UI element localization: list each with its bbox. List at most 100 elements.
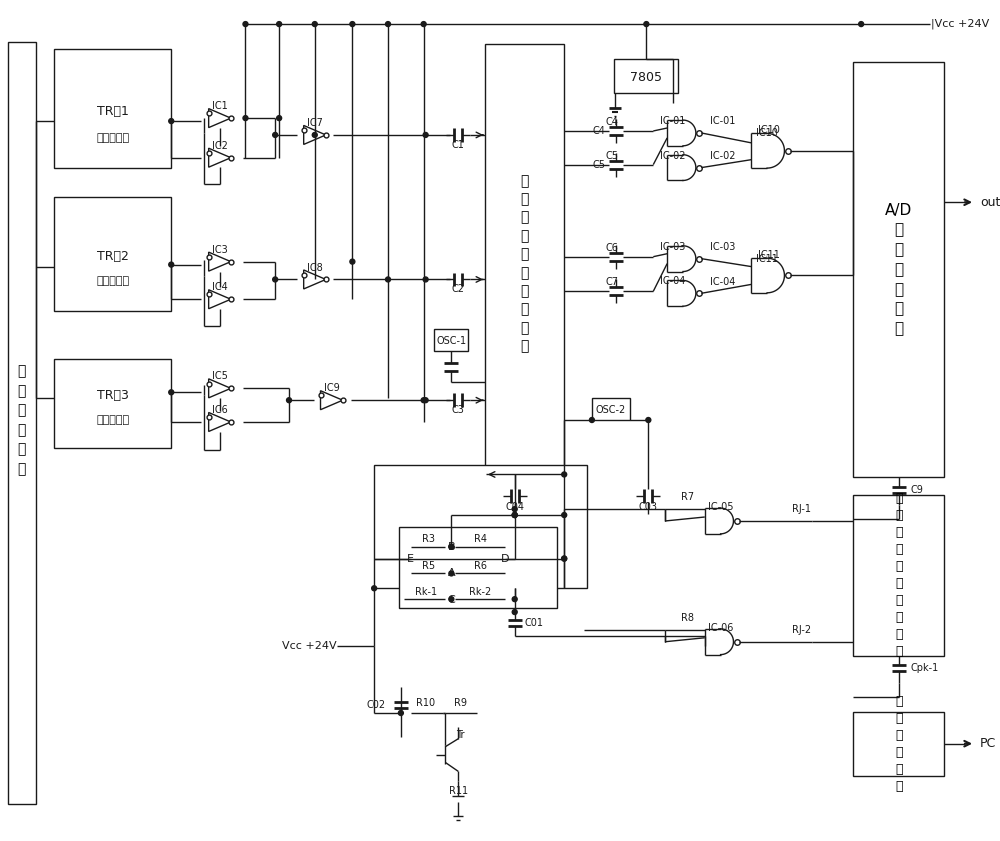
Circle shape (512, 506, 517, 511)
Circle shape (449, 544, 454, 549)
Circle shape (512, 596, 517, 601)
Text: TR－3: TR－3 (97, 389, 129, 402)
Circle shape (273, 277, 278, 282)
Circle shape (386, 22, 390, 27)
Text: 信
号
门
限
设
置: 信 号 门 限 设 置 (895, 695, 903, 793)
Text: IC3: IC3 (212, 245, 228, 255)
Text: A/D
数
模
检
测
模
块: A/D 数 模 检 测 模 块 (885, 203, 912, 336)
Circle shape (273, 133, 278, 137)
Circle shape (312, 22, 317, 27)
Text: IC-01: IC-01 (710, 116, 735, 126)
Text: IC2: IC2 (212, 140, 228, 151)
Text: C04: C04 (505, 502, 524, 512)
Circle shape (562, 556, 567, 561)
Bar (853, 61, 944, 478)
Bar (8, 42, 36, 804)
Circle shape (449, 571, 454, 576)
Text: Rk-2: Rk-2 (469, 587, 491, 597)
Circle shape (350, 259, 355, 264)
Bar (853, 495, 944, 656)
Circle shape (243, 22, 248, 27)
Text: C3: C3 (452, 405, 465, 415)
Text: E: E (407, 553, 414, 563)
Text: IC1: IC1 (212, 101, 228, 111)
Text: IC-05: IC-05 (708, 502, 733, 512)
Text: R10: R10 (416, 698, 435, 708)
Text: out: out (980, 196, 1000, 209)
Text: R8: R8 (681, 613, 694, 623)
Text: R5: R5 (422, 560, 435, 570)
Text: C03: C03 (639, 502, 658, 512)
Text: IC8: IC8 (307, 262, 323, 272)
Text: IC11: IC11 (756, 254, 778, 264)
Circle shape (312, 133, 317, 137)
Text: R6: R6 (474, 560, 487, 570)
Text: IC-01: IC-01 (660, 116, 686, 126)
Text: IC5: IC5 (212, 372, 228, 382)
Bar (853, 712, 944, 776)
Text: B: B (448, 542, 455, 552)
Circle shape (562, 556, 567, 561)
Text: C4: C4 (605, 117, 618, 127)
Text: 信
号
反
馈
控
制
比
较
模
块: 信 号 反 馈 控 制 比 较 模 块 (895, 493, 903, 659)
Text: A: A (448, 569, 455, 579)
Circle shape (423, 277, 428, 282)
Bar (485, 44, 564, 474)
Circle shape (562, 506, 567, 511)
Text: Rk-1: Rk-1 (415, 587, 437, 597)
Circle shape (372, 586, 377, 590)
Circle shape (562, 472, 567, 477)
Text: R3: R3 (422, 534, 435, 544)
Text: C4: C4 (593, 126, 606, 136)
Text: OSC-2: OSC-2 (596, 405, 626, 415)
Text: IC-02: IC-02 (660, 151, 686, 161)
Circle shape (512, 512, 517, 517)
Text: IC11: IC11 (758, 250, 780, 260)
Circle shape (449, 544, 454, 549)
Text: IC7: IC7 (307, 118, 323, 128)
Circle shape (512, 610, 517, 615)
Bar (54, 198, 171, 311)
Bar (399, 527, 557, 608)
Text: C5: C5 (593, 160, 606, 170)
Circle shape (169, 390, 174, 394)
Text: TR－2: TR－2 (97, 250, 129, 263)
Text: 腔体滤波器: 腔体滤波器 (96, 415, 129, 425)
Circle shape (277, 115, 282, 120)
Text: IC9: IC9 (324, 383, 339, 394)
Circle shape (243, 115, 248, 120)
Circle shape (277, 22, 282, 27)
Bar (54, 49, 171, 167)
Circle shape (169, 119, 174, 124)
Text: 腔体滤波器: 腔体滤波器 (96, 133, 129, 143)
Text: PC: PC (980, 738, 996, 750)
Circle shape (421, 22, 426, 27)
Text: 7805: 7805 (630, 71, 662, 84)
Circle shape (589, 417, 594, 422)
Text: C1: C1 (452, 140, 465, 150)
Text: C6: C6 (605, 243, 618, 253)
Text: C2: C2 (452, 284, 465, 294)
Text: IC-02: IC-02 (710, 151, 735, 161)
Text: R9: R9 (454, 698, 467, 708)
Text: C7: C7 (605, 278, 618, 288)
Circle shape (644, 22, 649, 27)
Text: |Vcc +24V: |Vcc +24V (931, 19, 989, 29)
Circle shape (512, 512, 517, 517)
Text: Vcc +24V: Vcc +24V (282, 641, 337, 651)
Text: IC6: IC6 (212, 405, 228, 415)
Text: 腔体滤波器: 腔体滤波器 (96, 277, 129, 287)
Text: R11: R11 (449, 786, 468, 796)
Circle shape (386, 277, 390, 282)
Text: IC-06: IC-06 (708, 623, 733, 633)
Text: IC-04: IC-04 (660, 277, 686, 287)
Text: C02: C02 (367, 700, 386, 710)
Text: Cpk-1: Cpk-1 (911, 664, 939, 674)
Circle shape (423, 398, 428, 403)
Text: C: C (447, 595, 455, 606)
Circle shape (562, 472, 567, 477)
Text: R4: R4 (474, 534, 487, 544)
Text: 信
号
差
分
合
成
处
理
模
块: 信 号 差 分 合 成 处 理 模 块 (520, 174, 529, 353)
Circle shape (287, 398, 292, 403)
Text: Tr: Tr (456, 730, 465, 740)
